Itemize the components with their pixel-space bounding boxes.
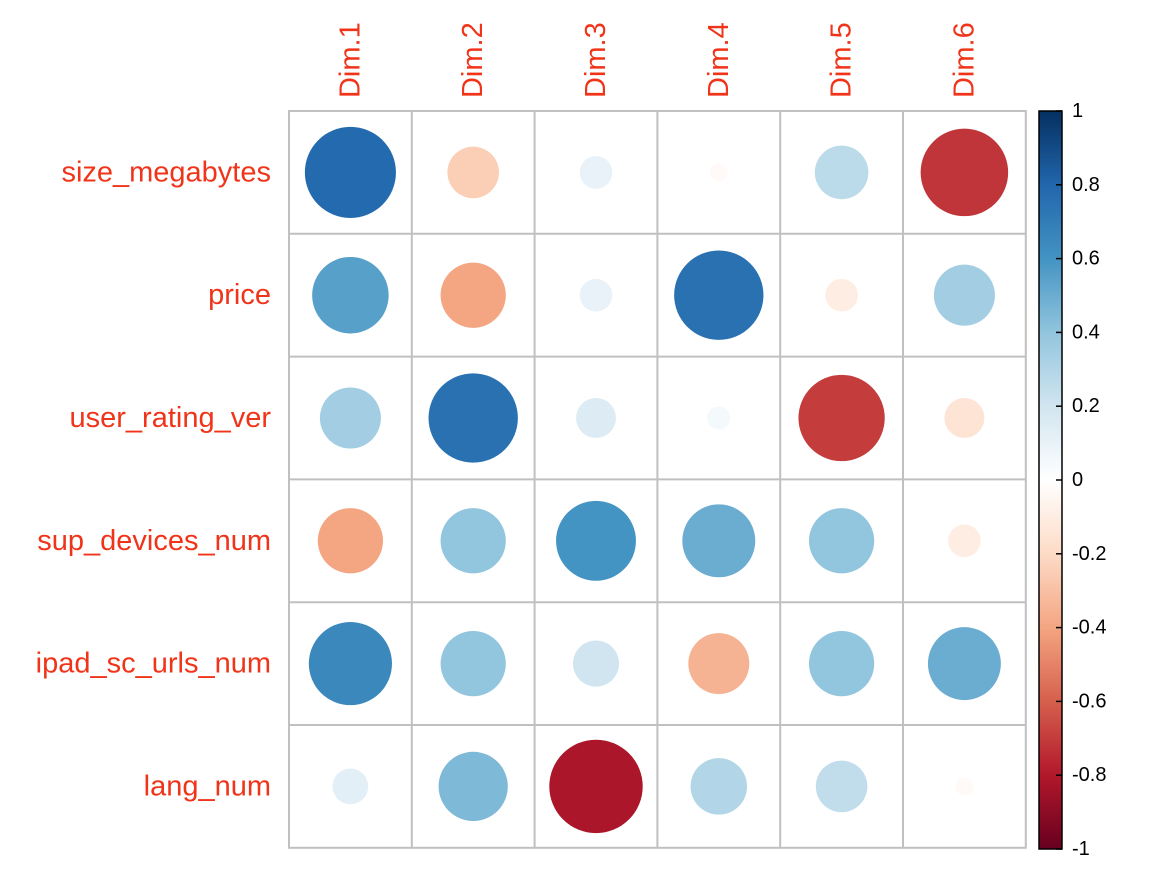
- column-label-Dim.1: Dim.1: [334, 22, 366, 98]
- colorbar-tick-label: 1: [1072, 100, 1083, 122]
- row-label-price: price: [208, 279, 271, 311]
- corr-circle-size_megabytes-Dim.3: [579, 156, 613, 189]
- corr-circle-size_megabytes-Dim.5: [814, 145, 869, 200]
- column-label-Dim.4: Dim.4: [703, 22, 735, 98]
- corr-circle-price-Dim.2: [440, 262, 506, 328]
- corr-circle-user_rating_ver-Dim.6: [944, 398, 985, 438]
- corr-circle-price-Dim.3: [579, 278, 613, 312]
- corr-circle-user_rating_ver-Dim.1: [319, 387, 381, 449]
- corr-circle-user_rating_ver-Dim.3: [576, 398, 616, 438]
- corr-circle-sup_devices_num-Dim.5: [808, 508, 875, 574]
- corr-circle-price-Dim.4: [674, 250, 764, 340]
- column-label-Dim.2: Dim.2: [457, 22, 489, 98]
- row-label-ipad_sc_urls_num: ipad_sc_urls_num: [36, 648, 271, 680]
- corr-circle-lang_num-Dim.1: [332, 768, 369, 805]
- colorbar-tick-label: -0.6: [1072, 690, 1106, 712]
- column-label-Dim.5: Dim.5: [826, 22, 858, 98]
- column-labels: Dim.1 Dim.2 Dim.3 Dim.4 Dim.5 Dim.6: [334, 22, 980, 98]
- corr-circle-sup_devices_num-Dim.1: [317, 508, 384, 574]
- corr-circle-lang_num-Dim.5: [815, 760, 868, 813]
- plot-grid: [288, 110, 1027, 849]
- colorbar-gradient: [1039, 111, 1062, 849]
- corr-circle-ipad_sc_urls_num-Dim.2: [440, 630, 506, 697]
- corr-circle-lang_num-Dim.4: [690, 758, 748, 815]
- corr-circle-ipad_sc_urls_num-Dim.5: [808, 630, 875, 697]
- corr-circle-sup_devices_num-Dim.4: [682, 504, 756, 578]
- corr-circle-price-Dim.6: [933, 264, 995, 326]
- circle-cells: [304, 126, 1009, 834]
- corr-circle-size_megabytes-Dim.6: [920, 128, 1009, 217]
- corr-circle-size_megabytes-Dim.2: [447, 146, 499, 199]
- corr-circle-lang_num-Dim.3: [549, 739, 643, 834]
- column-label-Dim.6: Dim.6: [948, 22, 980, 98]
- colorbar-tick-label: 0.4: [1072, 321, 1100, 343]
- colorbar-tick-label: 0.8: [1072, 174, 1100, 196]
- corr-circle-ipad_sc_urls_num-Dim.4: [688, 633, 750, 695]
- row-label-lang_num: lang_num: [144, 770, 271, 802]
- row-label-user_rating_ver: user_rating_ver: [70, 402, 272, 434]
- corr-circle-lang_num-Dim.6: [955, 777, 974, 796]
- corr-circle-sup_devices_num-Dim.2: [440, 508, 506, 574]
- corr-circle-price-Dim.1: [312, 256, 389, 334]
- colorbar-tick-label: -1: [1072, 838, 1090, 860]
- corr-circle-ipad_sc_urls_num-Dim.6: [927, 627, 1001, 701]
- corr-circle-user_rating_ver-Dim.5: [798, 374, 885, 462]
- corr-circle-size_megabytes-Dim.1: [304, 126, 396, 218]
- corr-circle-sup_devices_num-Dim.3: [556, 500, 636, 581]
- colorbar-tick-label: -0.2: [1072, 543, 1106, 565]
- colorbar-tick-label: -0.8: [1072, 764, 1106, 786]
- column-label-Dim.3: Dim.3: [580, 22, 612, 98]
- grid-frame: [288, 110, 1027, 849]
- colorbar-tick-label: 0: [1072, 469, 1083, 491]
- colorbar-tick-label: 0.6: [1072, 248, 1100, 270]
- row-label-size_megabytes: size_megabytes: [61, 156, 271, 188]
- corr-circle-size_megabytes-Dim.4: [709, 163, 728, 182]
- colorbar-tick-label: -0.4: [1072, 617, 1106, 639]
- corr-circle-user_rating_ver-Dim.2: [428, 373, 518, 463]
- row-label-sup_devices_num: sup_devices_num: [37, 525, 271, 557]
- corr-circle-sup_devices_num-Dim.6: [948, 524, 981, 558]
- corr-circle-ipad_sc_urls_num-Dim.1: [308, 622, 392, 706]
- corr-circle-price-Dim.5: [825, 278, 858, 312]
- corr-circle-ipad_sc_urls_num-Dim.3: [572, 640, 620, 687]
- colorbar-tick-label: 0.2: [1072, 395, 1100, 417]
- color-legend: 1 0.8 0.6 0.4 0.2 0 -0.2 -0.4 -0.6 -0.8 -1: [1038, 100, 1106, 860]
- corr-circle-user_rating_ver-Dim.4: [707, 406, 731, 430]
- corr-circle-lang_num-Dim.2: [438, 751, 508, 821]
